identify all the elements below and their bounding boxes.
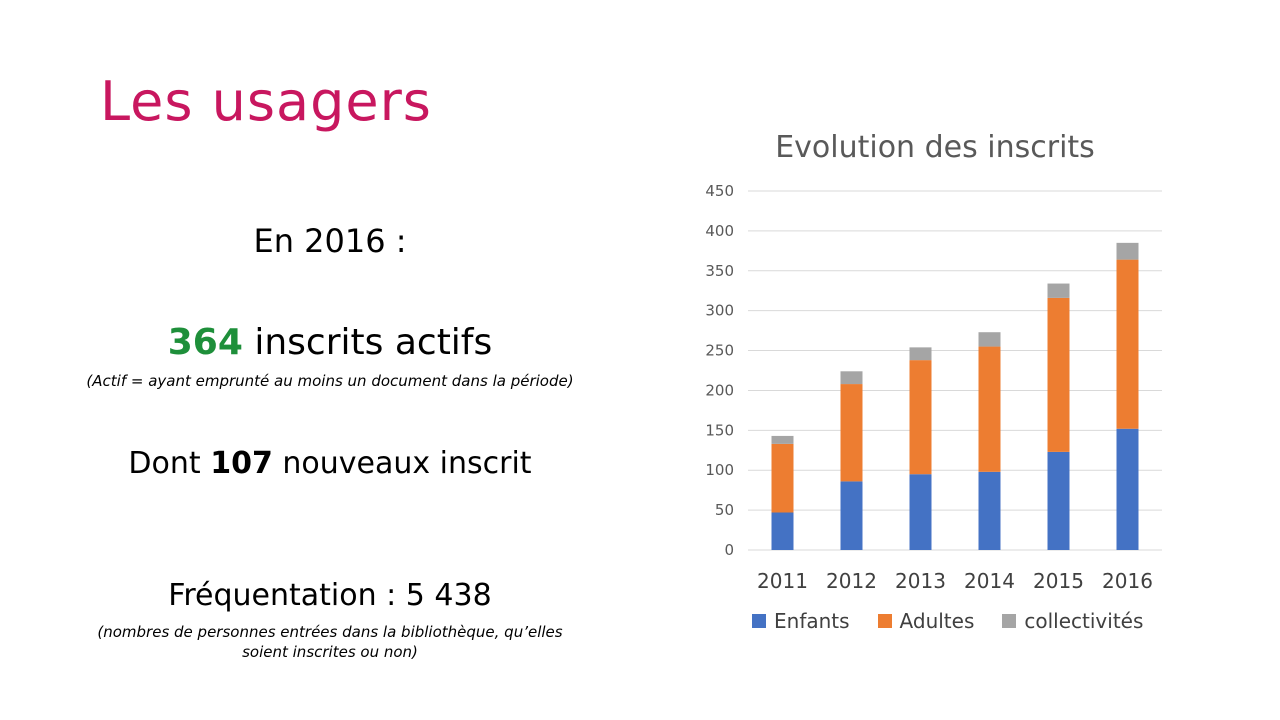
bar-enfants-2013	[909, 474, 932, 550]
nouveaux-number: 107	[210, 446, 273, 481]
slide-title: Les usagers	[100, 70, 432, 133]
bar-collectivits-2013	[909, 347, 932, 361]
x-tick-label: 2014	[964, 569, 1015, 593]
bar-adultes-2015	[1047, 297, 1070, 452]
y-tick-label: 200	[705, 381, 734, 399]
legend-swatch-enfants	[752, 614, 766, 628]
nouveaux-line: Dont 107 nouveaux inscrit	[60, 446, 600, 481]
legend-label-adultes: Adultes	[899, 609, 975, 633]
nouveaux-suffix: nouveaux inscrit	[272, 446, 532, 481]
bar-adultes-2016	[1116, 259, 1139, 429]
bar-adultes-2012	[840, 384, 863, 482]
inscrits-number: 364	[167, 322, 243, 363]
legend-item-collectivites: collectivités	[1002, 609, 1143, 633]
x-tick-label: 2013	[895, 569, 946, 593]
x-tick-label: 2015	[1033, 569, 1084, 593]
y-tick-label: 400	[705, 222, 734, 240]
y-tick-label: 0	[724, 541, 734, 559]
bar-adultes-2013	[909, 360, 932, 475]
inscrits-line: 364 inscrits actifs	[60, 322, 600, 363]
legend-label-collectivites: collectivités	[1024, 609, 1144, 633]
nouveaux-prefix: Dont	[128, 446, 211, 481]
y-tick-label: 350	[705, 262, 734, 280]
bar-enfants-2014	[978, 471, 1001, 550]
inscrits-text: inscrits actifs	[242, 322, 493, 363]
legend-item-enfants: Enfants	[752, 609, 850, 633]
y-tick-label: 150	[705, 421, 734, 439]
bar-adultes-2014	[978, 346, 1001, 472]
x-tick-label: 2012	[826, 569, 877, 593]
bar-enfants-2012	[840, 481, 863, 550]
y-tick-label: 450	[705, 182, 734, 200]
bar-enfants-2015	[1047, 451, 1070, 550]
legend-label-enfants: Enfants	[774, 609, 850, 633]
chart-title: Evolution des inscrits	[775, 130, 1095, 165]
year-line: En 2016 :	[253, 222, 407, 260]
x-tick-label: 2011	[757, 569, 808, 593]
bar-collectivits-2012	[840, 371, 863, 385]
bar-collectivits-2011	[771, 435, 794, 444]
bar-enfants-2011	[771, 512, 794, 550]
bar-collectivits-2014	[978, 332, 1001, 347]
bar-collectivits-2015	[1047, 283, 1070, 298]
bar-collectivits-2016	[1116, 242, 1139, 260]
stacked-bar-chart: 0 50 100 150 200 250 300 350 400 450 2011 2012 2013 2…	[705, 182, 1162, 593]
y-tick-label: 300	[705, 302, 734, 320]
legend-swatch-adultes	[877, 614, 892, 628]
actif-note: (Actif = ayant emprunté au moins un docu…	[86, 372, 574, 390]
y-tick-label: 250	[705, 342, 734, 360]
x-tick-label: 2016	[1102, 569, 1153, 593]
bar-enfants-2016	[1116, 428, 1139, 550]
y-tick-label: 50	[715, 501, 734, 519]
bar-adultes-2011	[771, 443, 794, 513]
y-tick-label: 100	[705, 461, 734, 479]
legend-item-adultes: Adultes	[877, 609, 975, 633]
frequentation-note: (nombres de personnes entrées dans la bi…	[97, 623, 563, 661]
chart-legend: Enfants Adultes collectivités	[752, 609, 1143, 633]
frequentation-line: Fréquentation : 5 438	[168, 578, 492, 613]
legend-swatch-collectivites	[1002, 614, 1017, 628]
